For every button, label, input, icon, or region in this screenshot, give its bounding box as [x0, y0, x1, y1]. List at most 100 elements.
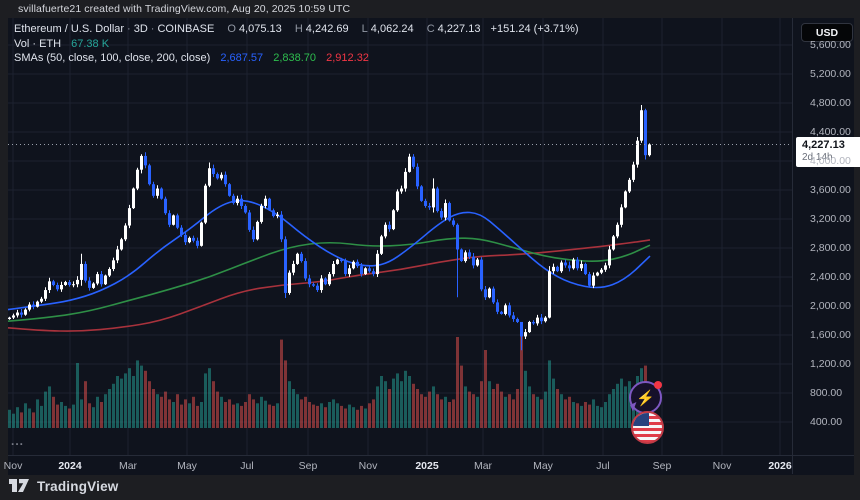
currency-toggle-button[interactable]: USD: [801, 23, 853, 42]
candle-body: [224, 174, 227, 185]
time-tick-label: 2024: [58, 460, 82, 472]
volume-bar: [248, 394, 251, 428]
candle-body: [144, 155, 147, 166]
bar-countdown: 2d 14h: [802, 152, 833, 163]
volume-bar: [44, 391, 47, 428]
candle-body: [228, 184, 231, 196]
volume-bar: [592, 399, 595, 428]
volume-bar: [180, 404, 183, 428]
volume-bar: [576, 403, 579, 428]
volume-bar: [556, 389, 559, 428]
tradingview-wordmark[interactable]: TradingView: [37, 478, 119, 494]
chart-legend: Ethereum / U.S. Dollar · 3D · COINBASE O 4,07…: [14, 22, 579, 66]
volume-bar: [504, 396, 507, 428]
candle-body: [92, 283, 95, 288]
candle-body: [460, 249, 463, 262]
volume-bar: [408, 376, 411, 428]
usa-flag-sticker[interactable]: [631, 411, 664, 444]
candle-body: [356, 261, 359, 267]
candle-body: [256, 221, 259, 240]
candle-body: [600, 269, 603, 273]
candle-body: [132, 188, 135, 209]
volume-bar: [168, 399, 171, 428]
candle-body: [52, 281, 55, 285]
candle-body: [368, 268, 371, 272]
candle-body: [208, 168, 211, 186]
candle-body: [620, 207, 623, 225]
volume-bar: [524, 370, 527, 428]
candle-body: [324, 278, 327, 285]
candle-body: [188, 237, 191, 243]
volume-bar: [320, 403, 323, 428]
volume-bar: [308, 402, 311, 428]
candle-body: [452, 220, 455, 225]
candle-body: [128, 208, 131, 226]
sma200-value: 2,912.32: [326, 52, 369, 64]
volume-bar: [336, 403, 339, 428]
lightning-sticker[interactable]: ⚡: [623, 381, 662, 414]
candle-body: [608, 249, 611, 266]
time-axis[interactable]: [8, 455, 854, 475]
sma-legend-row[interactable]: SMAs (50, close, 100, close, 200, close)…: [14, 51, 579, 66]
volume-bar: [376, 386, 379, 428]
volume-bar: [232, 404, 235, 428]
volume-bar: [192, 396, 195, 428]
candle-body: [516, 319, 519, 322]
volume-bar: [104, 394, 107, 428]
candle-body: [504, 305, 507, 314]
candle-body: [508, 305, 511, 316]
volume-bar: [552, 378, 555, 428]
tradingview-logo-icon[interactable]: [8, 478, 30, 494]
candle-body: [12, 315, 15, 318]
volume-bar: [60, 402, 63, 428]
candle-body: [408, 156, 411, 172]
volume-bar: [348, 404, 351, 428]
symbol-legend-row[interactable]: Ethereum / U.S. Dollar · 3D · COINBASE O 4,07…: [14, 23, 579, 35]
candle-body: [640, 110, 643, 141]
candle-body: [468, 252, 471, 257]
volume-bar: [420, 394, 423, 428]
price-tick-label: 3,600.00: [810, 184, 851, 196]
volume-bar: [584, 402, 587, 428]
time-tick-label: Nov: [712, 460, 732, 472]
volume-label: Vol · ETH: [14, 37, 62, 50]
pane-legend-ellipsis-button[interactable]: ...: [11, 434, 25, 448]
candle-body: [520, 321, 523, 337]
candle-body: [32, 304, 35, 307]
candle-body: [384, 224, 387, 237]
high-value: 4,242.69: [305, 23, 349, 35]
volume-bar: [380, 376, 383, 428]
volume-bar: [36, 399, 39, 428]
volume-bar: [412, 383, 415, 428]
candle-body: [20, 312, 23, 315]
volume-bar: [208, 368, 211, 428]
volume-bar: [68, 408, 71, 428]
volume-bar: [236, 403, 239, 428]
volume-bar: [216, 391, 219, 428]
volume-bar: [600, 407, 603, 428]
candle-body: [564, 262, 567, 266]
volume-bar: [560, 394, 563, 428]
candle-body: [268, 198, 271, 211]
volume-bar: [120, 378, 123, 428]
volume-legend-row[interactable]: Vol · ETH 67.38 K: [14, 37, 579, 52]
candle-body: [16, 312, 19, 316]
candle-body: [212, 168, 215, 175]
candle-body: [528, 321, 531, 333]
candle-body: [196, 240, 199, 246]
open-value: 4,075.13: [238, 23, 282, 35]
price-tick-label: 5,600.00: [810, 39, 851, 51]
candle-body: [448, 203, 451, 221]
volume-bar: [164, 391, 167, 428]
volume-bar: [328, 402, 331, 428]
candle-body: [556, 266, 559, 272]
volume-bar: [612, 389, 615, 428]
volume-bar: [88, 403, 91, 428]
volume-bar: [244, 402, 247, 428]
candle-body: [376, 253, 379, 275]
candle-body: [244, 205, 247, 213]
candle-body: [204, 185, 207, 223]
volume-bar: [364, 408, 367, 428]
time-tick-label: Mar: [118, 460, 138, 472]
